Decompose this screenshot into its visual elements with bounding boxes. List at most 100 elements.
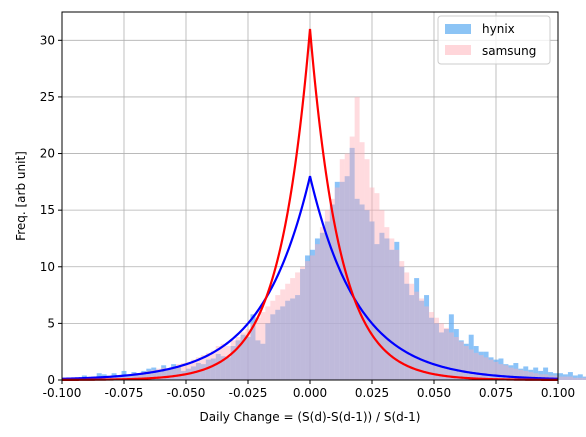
bar-samsung bbox=[473, 352, 479, 380]
bar-samsung bbox=[245, 329, 251, 380]
legend-label-hynix: hynix bbox=[482, 22, 515, 36]
bar-samsung bbox=[181, 363, 186, 380]
bar-hynix bbox=[434, 323, 439, 380]
bar-hynix bbox=[290, 298, 296, 380]
bar-samsung bbox=[200, 355, 206, 380]
bar-samsung bbox=[176, 364, 182, 380]
y-tick-label: 10 bbox=[40, 260, 55, 274]
y-tick-label: 25 bbox=[40, 90, 55, 104]
bar-hynix bbox=[215, 353, 221, 380]
bar-hynix bbox=[141, 370, 147, 380]
bar-hynix bbox=[572, 375, 578, 380]
bar-hynix bbox=[498, 358, 504, 380]
bar-samsung bbox=[106, 376, 112, 380]
bar-samsung bbox=[171, 366, 177, 380]
bar-samsung bbox=[300, 266, 306, 380]
y-tick-label: 15 bbox=[40, 203, 55, 217]
bar-hynix bbox=[553, 373, 558, 380]
bar-hynix bbox=[245, 336, 251, 380]
bar-samsung bbox=[314, 244, 320, 380]
bar-hynix bbox=[503, 364, 509, 380]
bar-hynix bbox=[305, 255, 310, 380]
bar-hynix bbox=[364, 210, 370, 380]
x-tick-label: 0.075 bbox=[479, 386, 513, 400]
bar-samsung bbox=[409, 283, 415, 380]
bar-hynix bbox=[319, 232, 325, 380]
bar-samsung bbox=[156, 368, 162, 380]
bar-samsung bbox=[463, 346, 469, 380]
bar-samsung bbox=[582, 377, 586, 380]
histogram-bars bbox=[71, 96, 586, 380]
bar-hynix bbox=[200, 364, 206, 380]
bar-samsung bbox=[523, 370, 529, 380]
bar-hynix bbox=[300, 269, 306, 380]
bar-hynix bbox=[562, 374, 568, 380]
legend-swatch-hynix bbox=[445, 24, 471, 34]
bar-hynix bbox=[171, 364, 177, 380]
bar-hynix bbox=[106, 376, 112, 380]
bar-samsung bbox=[389, 238, 395, 380]
bar-hynix bbox=[324, 221, 330, 380]
bar-samsung bbox=[235, 336, 241, 380]
bar-samsung bbox=[483, 357, 489, 380]
bar-samsung bbox=[131, 373, 137, 380]
bar-hynix bbox=[359, 204, 365, 380]
bar-samsung bbox=[151, 369, 157, 380]
bar-hynix bbox=[458, 340, 464, 380]
bar-samsung bbox=[503, 365, 509, 380]
bar-hynix bbox=[463, 343, 469, 380]
x-tick-label: -0.025 bbox=[229, 386, 268, 400]
bar-hynix bbox=[210, 358, 216, 380]
x-tick-label: -0.075 bbox=[105, 386, 144, 400]
bar-samsung bbox=[166, 368, 172, 380]
bar-samsung bbox=[478, 355, 484, 380]
bar-hynix bbox=[310, 249, 315, 380]
curve-hynix-fit bbox=[61, 175, 559, 380]
bar-samsung bbox=[349, 136, 355, 380]
bar-samsung bbox=[111, 376, 117, 380]
bar-samsung bbox=[533, 373, 539, 380]
bar-samsung bbox=[225, 346, 231, 380]
curve-samsung-fit bbox=[62, 28, 558, 381]
bar-samsung bbox=[290, 278, 296, 380]
bar-samsung bbox=[369, 187, 375, 380]
bar-samsung bbox=[324, 210, 330, 380]
bar-samsung bbox=[493, 361, 499, 380]
bar-samsung bbox=[438, 323, 444, 380]
bar-samsung bbox=[498, 364, 504, 380]
bar-hynix bbox=[399, 266, 405, 380]
bar-samsung bbox=[414, 291, 420, 380]
bar-hynix bbox=[334, 181, 340, 380]
bar-samsung bbox=[394, 249, 400, 380]
legend-swatch-samsung bbox=[445, 45, 471, 55]
bar-hynix bbox=[453, 329, 459, 380]
bar-samsung bbox=[126, 374, 132, 380]
bar-hynix bbox=[161, 365, 167, 380]
bar-hynix bbox=[156, 369, 162, 380]
bar-samsung bbox=[190, 359, 196, 380]
bar-samsung bbox=[334, 187, 340, 380]
bar-hynix bbox=[528, 369, 534, 380]
bar-samsung bbox=[250, 323, 256, 380]
bar-hynix bbox=[483, 351, 489, 380]
bar-samsung bbox=[518, 369, 524, 380]
bar-samsung bbox=[280, 289, 286, 380]
fit-curves bbox=[61, 28, 559, 381]
bar-samsung bbox=[359, 142, 365, 380]
bar-samsung bbox=[404, 272, 410, 380]
bar-samsung bbox=[448, 332, 454, 380]
bar-hynix bbox=[409, 295, 415, 380]
bar-hynix bbox=[225, 357, 231, 380]
bar-hynix bbox=[250, 314, 256, 380]
bar-samsung bbox=[354, 96, 360, 380]
bar-samsung bbox=[562, 376, 568, 380]
bar-samsung bbox=[285, 283, 291, 380]
bar-samsung bbox=[458, 341, 464, 380]
bar-hynix bbox=[404, 283, 410, 380]
bar-hynix bbox=[424, 295, 430, 380]
bar-hynix bbox=[275, 309, 281, 380]
bar-hynix bbox=[230, 346, 236, 380]
bar-samsung bbox=[399, 261, 405, 380]
bar-hynix bbox=[166, 368, 172, 380]
